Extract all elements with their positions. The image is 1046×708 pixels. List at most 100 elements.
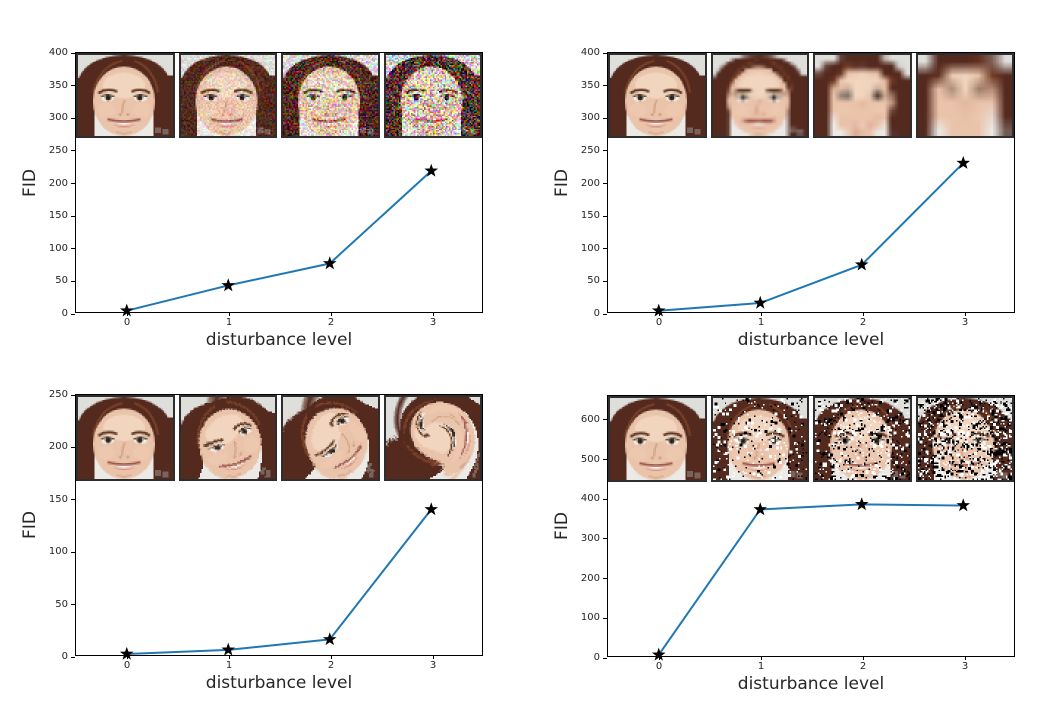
y-tick-mark	[603, 419, 607, 421]
y-tick-label: 350	[48, 79, 68, 91]
x-tick-mark	[228, 655, 230, 659]
x-tick-label: 0	[123, 660, 131, 671]
inset-face-image-level-2	[813, 396, 912, 482]
y-tick-mark	[603, 498, 607, 500]
y-axis-label: FID	[19, 394, 41, 656]
axes-frame: 0 100 200 300 400 500 600 0 1 2 3	[581, 395, 1015, 672]
inset-face-image-level-2	[281, 395, 380, 481]
y-tick-mark	[603, 117, 607, 119]
y-tick-mark	[71, 604, 75, 606]
fid-line-chart	[651, 497, 971, 661]
data-point-marker	[424, 163, 439, 177]
y-tick-mark	[603, 657, 607, 659]
y-tick-mark	[71, 394, 75, 396]
y-tick-mark	[71, 150, 75, 152]
subplot-salt-pepper: FID 0 100 200 300 400 500 600 0 1 2 3 disturbance …	[552, 395, 1015, 694]
y-tick-mark	[71, 248, 75, 250]
data-point-marker	[753, 295, 768, 309]
fid-series-line	[658, 162, 964, 312]
data-point-marker	[854, 257, 869, 271]
data-point-marker	[651, 303, 666, 317]
x-tick-mark	[862, 312, 864, 316]
x-tick-label: 2	[327, 660, 335, 671]
y-tick-label: 200	[48, 441, 68, 453]
y-tick-mark	[603, 578, 607, 580]
x-tick-label: 0	[655, 317, 663, 328]
y-tick-label: 100	[48, 242, 68, 254]
y-tick-label: 400	[48, 47, 68, 58]
x-tick-label: 1	[757, 317, 765, 328]
subplot-swirl: FID 0 50 100 150 200 250 0 1 2 3 disturbance leve…	[20, 389, 483, 693]
y-tick-label: 500	[580, 453, 600, 465]
fid-series-line	[126, 170, 432, 312]
face-canvas-salt-and-pepper-level-1	[712, 398, 807, 480]
axes-frame: 0 50 100 150 200 250 0 1 2 3	[49, 389, 483, 671]
face-canvas-swirl-level-3	[385, 397, 480, 479]
fid-line-chart	[119, 502, 439, 660]
x-tick-label: 2	[859, 661, 867, 672]
y-tick-mark	[71, 85, 75, 87]
x-tick-mark	[760, 312, 762, 316]
data-point-marker	[221, 278, 236, 292]
y-tick-label: 50	[587, 275, 600, 287]
y-tick-label: 0	[61, 651, 68, 662]
data-point-marker	[424, 502, 439, 516]
inset-face-image-level-1	[178, 53, 277, 139]
x-tick-mark	[964, 312, 966, 316]
inset-face-image-level-3	[915, 396, 1014, 482]
x-tick-mark	[126, 312, 128, 316]
y-tick-label: 150	[580, 210, 600, 222]
inset-face-image-level-3	[383, 53, 482, 139]
data-point-marker	[119, 646, 134, 660]
face-canvas-salt-and-pepper-level-2	[815, 398, 910, 480]
y-tick-label: 0	[593, 652, 600, 663]
face-canvas-gaussian-blur-level-1	[712, 55, 807, 137]
inset-face-image-level-2	[281, 53, 380, 139]
y-tick-mark	[71, 313, 75, 315]
y-tick-mark	[603, 150, 607, 152]
y-tick-mark	[71, 446, 75, 448]
inset-image-strip	[608, 396, 1014, 482]
x-tick-mark	[432, 312, 434, 316]
x-tick-label: 3	[961, 661, 969, 672]
x-tick-mark	[126, 655, 128, 659]
y-tick-mark	[71, 117, 75, 119]
y-tick-mark	[603, 459, 607, 460]
x-tick-mark	[964, 656, 966, 660]
y-tick-mark	[603, 313, 607, 315]
y-tick-label: 150	[48, 210, 68, 222]
inset-face-image-level-1	[710, 396, 809, 482]
y-tick-label: 200	[580, 177, 600, 189]
y-tick-label: 300	[48, 112, 68, 124]
data-point-marker	[854, 497, 869, 511]
y-tick-label: 50	[55, 275, 68, 287]
x-tick-label: 0	[123, 317, 131, 328]
face-canvas-gaussian-blur-level-2	[815, 55, 910, 137]
y-tick-label: 600	[580, 413, 600, 425]
y-tick-mark	[71, 215, 75, 217]
inset-face-image-level-1	[178, 395, 277, 481]
data-point-marker	[753, 502, 768, 516]
y-tick-mark	[71, 656, 75, 658]
y-tick-label: 150	[48, 493, 68, 505]
face-canvas-swirl-level-2	[283, 397, 378, 479]
data-point-marker	[322, 632, 337, 646]
face-canvas-salt-and-pepper-level-0	[610, 398, 705, 480]
y-tick-mark	[603, 183, 607, 184]
y-tick-label: 200	[580, 572, 600, 584]
inset-face-image-level-2	[813, 53, 912, 139]
y-tick-mark	[603, 617, 607, 619]
subplot-gaussian-blur: FID 0 50 100 150 200 250 300 350 400 0 1 2 3 disturb…	[552, 47, 1015, 350]
x-axis-label: disturbance level	[205, 673, 353, 693]
x-tick-mark	[330, 655, 332, 659]
face-canvas-swirl-level-0	[78, 397, 173, 479]
y-tick-mark	[603, 52, 607, 54]
data-point-marker	[322, 256, 337, 270]
x-tick-label: 3	[429, 660, 437, 671]
y-tick-mark	[71, 52, 75, 54]
inset-face-image-level-0	[76, 395, 175, 481]
inset-face-image-level-0	[608, 396, 707, 482]
inset-face-image-level-3	[383, 395, 482, 481]
y-tick-mark	[603, 538, 607, 540]
inset-face-image-level-1	[710, 53, 809, 139]
